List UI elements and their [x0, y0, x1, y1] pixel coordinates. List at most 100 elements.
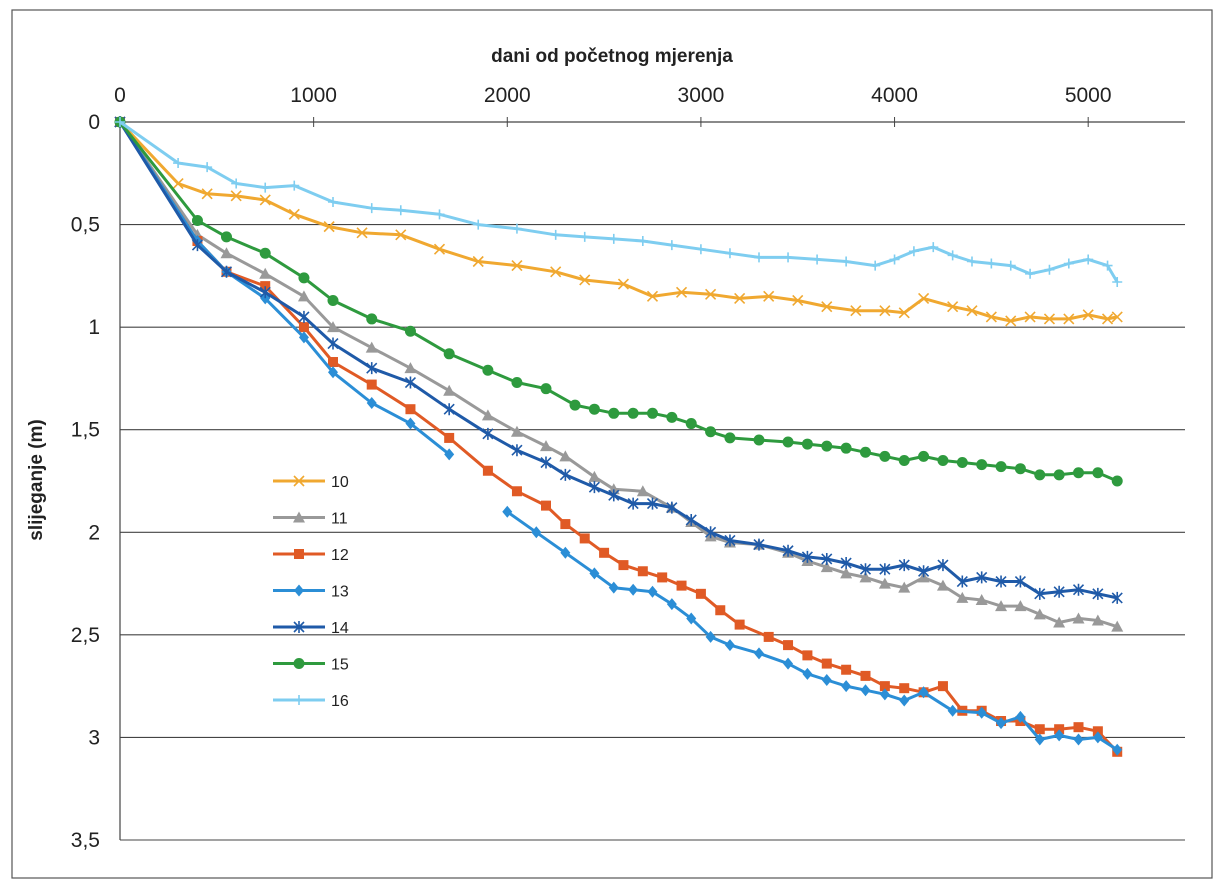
y-tick-label: 0: [88, 111, 100, 134]
legend-entry-15: 15: [273, 657, 349, 674]
data-point-13: [841, 680, 852, 693]
data-point-16: [1112, 277, 1123, 288]
data-point-13: [560, 546, 571, 559]
data-point-11: [540, 440, 552, 452]
data-point-16: [395, 205, 406, 216]
legend-label: 16: [331, 693, 349, 710]
series-13: [115, 116, 1123, 756]
data-point-11: [1072, 612, 1085, 624]
data-point-12: [734, 619, 745, 630]
data-point-12: [763, 631, 774, 642]
data-point-12: [298, 322, 309, 333]
y-axis-title: slijeganje (m): [26, 419, 47, 540]
data-point-14: [753, 538, 765, 551]
data-point-10: [792, 294, 804, 307]
data-point-12: [695, 588, 706, 599]
data-point-15: [221, 231, 232, 243]
data-point-10: [172, 177, 184, 190]
data-point-13: [647, 585, 658, 598]
data-point-10: [675, 286, 688, 298]
legend-marker: [293, 475, 305, 487]
data-point-16: [608, 233, 619, 244]
data-point-15: [995, 461, 1007, 473]
data-point-11: [878, 577, 891, 589]
data-point-16: [1044, 264, 1055, 275]
gridlines: [120, 224, 1185, 841]
data-point-11: [1091, 614, 1104, 626]
legend-entry-12: 12: [273, 547, 349, 564]
series-11: [114, 116, 1124, 632]
data-point-11: [1111, 620, 1124, 632]
data-point-13: [724, 639, 735, 652]
data-point-13: [1015, 710, 1026, 723]
data-point-14: [801, 550, 813, 563]
data-point-14: [259, 286, 271, 299]
data-point-10: [259, 194, 271, 206]
data-point-16: [637, 235, 648, 246]
legend-label: 12: [331, 547, 349, 564]
data-point-15: [647, 407, 658, 419]
data-point-10: [230, 190, 242, 202]
data-point-10: [1082, 309, 1094, 321]
data-point-12: [802, 650, 813, 661]
data-point-15: [327, 294, 339, 306]
data-point-10: [395, 229, 407, 241]
data-point-10: [850, 305, 862, 317]
data-point-11: [559, 450, 572, 462]
data-point-13: [802, 667, 813, 680]
data-point-12: [618, 560, 629, 571]
data-point-10: [705, 288, 717, 300]
data-point-10: [433, 243, 446, 255]
data-point-13: [821, 673, 832, 686]
data-point-16: [870, 260, 881, 271]
data-point-16: [328, 197, 338, 208]
data-point-12: [482, 465, 493, 476]
series-line-14: [118, 121, 1118, 600]
data-point-14: [1092, 587, 1104, 600]
data-point-11: [365, 341, 378, 353]
data-point-10: [646, 290, 659, 302]
legend-entry-11: 11: [273, 511, 348, 528]
data-point-16: [1005, 260, 1016, 271]
data-point-10: [511, 260, 523, 272]
data-point-12: [841, 664, 852, 675]
data-point-15: [259, 247, 271, 259]
data-point-13: [783, 657, 794, 670]
data-point-14: [646, 497, 659, 510]
data-point-15: [724, 432, 736, 444]
data-point-15: [569, 399, 581, 411]
data-point-10: [1063, 313, 1075, 325]
data-point-10: [985, 311, 997, 323]
legend-marker: [294, 695, 304, 705]
data-point-11: [840, 567, 853, 579]
data-point-14: [685, 513, 697, 526]
x-tick-label: 1000: [290, 84, 337, 107]
data-point-13: [899, 694, 910, 707]
data-point-16: [947, 250, 958, 261]
series-lines: [114, 116, 1124, 757]
x-tick-label: 5000: [1065, 84, 1112, 107]
data-point-16: [231, 178, 242, 189]
data-point-13: [686, 612, 697, 625]
data-point-13: [502, 505, 513, 518]
data-point-12: [821, 658, 832, 669]
data-point-15: [1111, 475, 1123, 487]
data-point-13: [298, 331, 309, 344]
data-point-16: [783, 252, 794, 263]
legend-marker: [294, 584, 304, 597]
legend-label: 10: [331, 474, 349, 491]
data-point-16: [1025, 268, 1036, 279]
data-point-13: [1054, 729, 1065, 742]
data-point-11: [510, 425, 523, 437]
data-point-11: [404, 362, 417, 374]
data-point-11: [898, 581, 911, 593]
data-point-15: [918, 450, 930, 462]
data-point-10: [966, 305, 978, 317]
data-point-16: [473, 219, 484, 230]
data-point-10: [1005, 315, 1017, 327]
data-point-11: [636, 485, 649, 497]
series-10: [114, 116, 1123, 327]
data-point-16: [812, 254, 823, 265]
y-tick-label: 2: [88, 521, 100, 544]
data-point-14: [1053, 585, 1065, 598]
